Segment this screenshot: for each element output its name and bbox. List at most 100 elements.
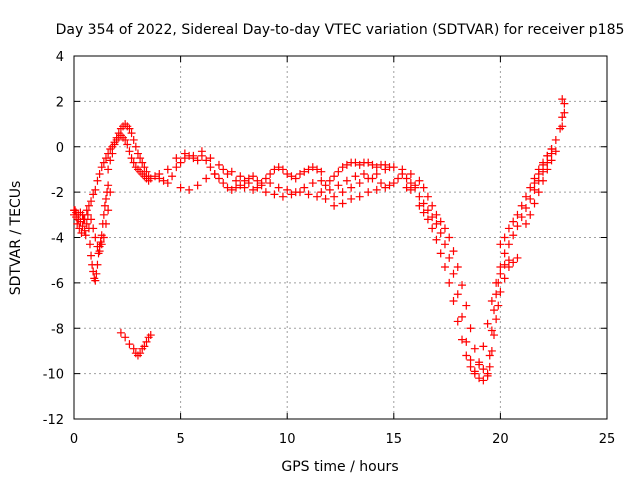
data-point-marker — [479, 365, 488, 374]
data-point-marker — [91, 276, 100, 285]
data-point-marker — [381, 183, 390, 192]
data-point-marker — [185, 185, 194, 194]
axis-ticks — [73, 55, 608, 420]
data-point-marker — [530, 179, 539, 188]
data-point-marker — [193, 156, 202, 165]
data-point-marker — [125, 124, 134, 133]
data-point-marker — [504, 256, 513, 265]
data-point-marker — [428, 224, 437, 233]
data-point-marker — [82, 219, 91, 228]
data-point-marker — [99, 158, 108, 167]
data-point-marker — [534, 169, 543, 178]
x-tick-label: 25 — [599, 432, 616, 447]
data-point-marker — [168, 172, 177, 181]
data-point-marker — [123, 140, 132, 149]
y-tick-label: 2 — [56, 95, 64, 110]
data-point-marker — [359, 169, 368, 178]
x-tick-label: 10 — [279, 432, 296, 447]
data-point-marker — [308, 163, 317, 172]
data-point-marker — [266, 179, 275, 188]
data-point-marker — [261, 174, 270, 183]
data-point-marker — [402, 174, 411, 183]
data-point-marker — [193, 181, 202, 190]
data-point-marker — [560, 99, 569, 108]
data-point-marker — [146, 331, 155, 340]
data-point-marker — [300, 183, 309, 192]
data-point-marker — [411, 181, 420, 190]
data-point-marker — [295, 188, 304, 197]
data-point-marker — [91, 185, 100, 194]
data-point-marker — [500, 249, 509, 258]
data-point-marker — [547, 145, 556, 154]
data-point-marker — [236, 181, 245, 190]
data-point-marker — [81, 231, 90, 240]
data-point-marker — [432, 210, 441, 219]
data-point-marker — [317, 188, 326, 197]
data-point-marker — [539, 176, 548, 185]
data-point-marker — [530, 185, 539, 194]
data-point-marker — [300, 167, 309, 176]
data-point-marker — [394, 174, 403, 183]
data-point-marker — [121, 135, 130, 144]
data-point-marker — [492, 278, 501, 287]
data-point-marker — [84, 201, 93, 210]
data-point-marker — [453, 262, 462, 271]
data-point-marker — [449, 247, 458, 256]
data-point-marker — [372, 169, 381, 178]
data-point-marker — [232, 176, 241, 185]
data-point-marker — [142, 337, 151, 346]
data-point-marker — [313, 165, 322, 174]
data-point-marker — [526, 210, 535, 219]
data-point-marker — [223, 169, 232, 178]
data-point-marker — [466, 362, 475, 371]
data-point-marker — [101, 194, 110, 203]
data-point-marker — [526, 183, 535, 192]
data-point-marker — [500, 274, 509, 283]
data-point-marker — [97, 163, 106, 172]
grid — [74, 56, 607, 419]
data-point-marker — [140, 342, 149, 351]
data-markers — [70, 95, 569, 385]
data-point-marker — [129, 135, 138, 144]
data-point-marker — [304, 165, 313, 174]
data-point-marker — [558, 113, 567, 122]
data-point-marker — [249, 185, 258, 194]
data-point-marker — [440, 224, 449, 233]
data-point-marker — [172, 154, 181, 163]
data-point-marker — [97, 240, 106, 249]
data-point-marker — [551, 147, 560, 156]
data-point-marker — [558, 122, 567, 131]
data-point-marker — [490, 306, 499, 315]
data-point-marker — [274, 183, 283, 192]
data-point-marker — [342, 176, 351, 185]
data-point-marker — [321, 181, 330, 190]
data-point-marker — [108, 149, 117, 158]
data-point-marker — [99, 210, 108, 219]
data-point-marker — [295, 169, 304, 178]
y-axis-label: SDTVAR / TECUs — [8, 181, 24, 296]
data-point-marker — [159, 176, 168, 185]
data-point-marker — [106, 156, 115, 165]
y-tick-label: 0 — [56, 141, 64, 156]
data-point-marker — [436, 228, 445, 237]
data-point-marker — [176, 183, 185, 192]
data-point-marker — [133, 149, 142, 158]
data-point-marker — [494, 301, 503, 310]
data-point-marker — [462, 337, 471, 346]
data-point-marker — [236, 172, 245, 181]
data-point-marker — [104, 165, 113, 174]
data-point-marker — [368, 160, 377, 169]
data-point-marker — [325, 176, 334, 185]
data-point-marker — [475, 360, 484, 369]
data-point-marker — [492, 315, 501, 324]
data-point-marker — [321, 194, 330, 203]
data-point-marker — [402, 183, 411, 192]
data-point-marker — [206, 163, 215, 172]
data-point-marker — [521, 192, 530, 201]
chart-title: Day 354 of 2022, Sidereal Day-to-day VTE… — [56, 22, 625, 38]
data-point-marker — [368, 174, 377, 183]
data-point-marker — [127, 129, 136, 138]
data-point-marker — [176, 158, 185, 167]
data-point-marker — [551, 135, 560, 144]
data-point-marker — [240, 183, 249, 192]
